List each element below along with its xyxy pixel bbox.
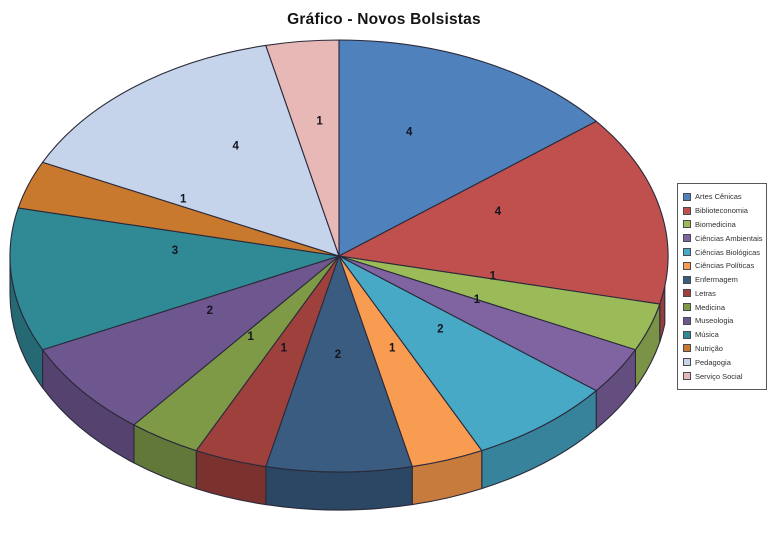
legend-swatch-icon	[683, 248, 691, 257]
legend-label: Serviço Social	[695, 371, 743, 381]
slice-value-label-biomedicina: 1	[490, 271, 497, 283]
slice-value-label-ciencias-ambientais: 1	[474, 294, 481, 306]
pie-slice-musica[interactable]	[9, 207, 340, 351]
legend-item-museologia[interactable]: Museologia	[683, 314, 762, 328]
legend-item-enfermagem[interactable]: Enfermagem	[683, 273, 762, 287]
legend-item-medicina[interactable]: Medicina	[683, 300, 762, 314]
legend-label: Ciências Ambientais	[695, 233, 763, 243]
slice-value-label-musica: 3	[172, 245, 178, 257]
pie-slice-enfermagem[interactable]	[265, 255, 413, 473]
slice-value-label-servico-social: 1	[316, 116, 323, 128]
legend-item-pedagogia[interactable]: Pedagogia	[683, 355, 762, 369]
legend-swatch-icon	[683, 275, 691, 284]
legend-swatch-icon	[683, 192, 691, 201]
slice-value-label-letras: 1	[281, 342, 288, 354]
legend-item-ciencias-ambientais[interactable]: Ciências Ambientais	[683, 231, 763, 245]
legend-label: Nutrição	[695, 343, 723, 353]
legend-item-musica[interactable]: Música	[683, 328, 762, 342]
slice-value-label-ciencias-politicas: 1	[389, 342, 396, 354]
legend-swatch-icon	[683, 344, 691, 353]
slice-value-label-enfermagem: 2	[335, 349, 341, 361]
legend-label: Medicina	[695, 302, 726, 312]
slice-value-label-museologia: 2	[207, 305, 213, 317]
legend-swatch-icon	[683, 234, 691, 243]
slice-value-label-ciencias-biologicas: 2	[437, 324, 443, 336]
pie-slice-side-enfermagem	[265, 466, 413, 511]
legend-label: Ciências Biológicas	[695, 247, 761, 257]
legend-label: Museologia	[695, 316, 734, 326]
legend-item-biomedicina[interactable]: Biomedicina	[683, 218, 762, 232]
legend-label: Artes Cênicas	[695, 192, 742, 202]
legend-label: Música	[695, 330, 719, 340]
legend-swatch-icon	[683, 330, 691, 339]
slice-value-label-medicina: 1	[247, 331, 254, 343]
legend-label: Ciências Políticas	[695, 261, 755, 271]
legend-item-artes-cenicas[interactable]: Artes Cênicas	[683, 190, 762, 204]
legend-item-letras[interactable]: Letras	[683, 286, 762, 300]
legend-label: Biomedicina	[695, 219, 736, 229]
pie-slice-pedagogia[interactable]	[42, 44, 340, 257]
legend-swatch-icon	[683, 372, 691, 381]
legend-label: Letras	[695, 288, 716, 298]
pie-slice-servico-social[interactable]	[265, 39, 340, 257]
legend-item-ciencias-politicas[interactable]: Ciências Políticas	[683, 259, 762, 273]
legend-label: Pedagogia	[695, 357, 731, 367]
pie-slice-museologia[interactable]	[42, 255, 340, 426]
legend-item-nutricao[interactable]: Nutrição	[683, 342, 762, 356]
legend-item-biblioteconomia[interactable]: Biblioteconomia	[683, 204, 762, 218]
slice-value-label-artes-cenicas: 4	[406, 127, 413, 139]
legend-swatch-icon	[683, 303, 691, 312]
legend-swatch-icon	[683, 289, 691, 298]
legend: Artes Cênicas Biblioteconomia Biomedicina C…	[677, 183, 767, 390]
pie-slice-artes-cenicas[interactable]	[338, 39, 597, 257]
legend-swatch-icon	[683, 220, 691, 229]
pie-slice-biblioteconomia[interactable]	[338, 120, 669, 305]
pie-slice-ciencias-biologicas[interactable]	[338, 255, 597, 452]
slice-value-label-nutricao: 1	[180, 193, 187, 205]
legend-label: Enfermagem	[695, 275, 738, 285]
legend-item-ciencias-biologicas[interactable]: Ciências Biológicas	[683, 245, 762, 259]
legend-swatch-icon	[683, 316, 691, 325]
legend-swatch-icon	[683, 358, 691, 367]
legend-label: Biblioteconomia	[695, 206, 748, 216]
chart-title: Gráfico - Novos Bolsistas	[287, 11, 481, 28]
legend-item-servico-social[interactable]: Serviço Social	[683, 369, 762, 383]
legend-swatch-icon	[683, 261, 691, 270]
slice-value-label-biblioteconomia: 4	[495, 206, 502, 218]
legend-swatch-icon	[683, 206, 691, 215]
slice-value-label-pedagogia: 4	[232, 141, 239, 153]
